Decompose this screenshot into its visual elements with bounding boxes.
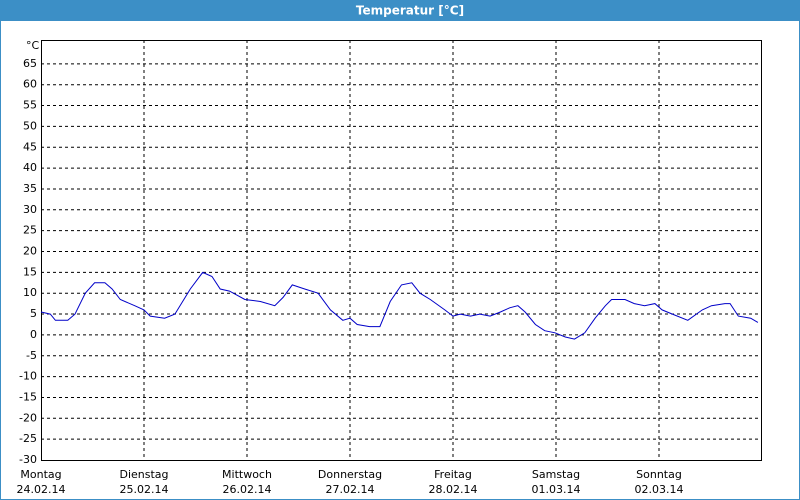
chart-title: Temperatur [°C] xyxy=(356,4,464,18)
x-tick-date: 27.02.14 xyxy=(326,483,375,496)
title-bar xyxy=(0,0,800,21)
x-tick-label: Dienstag xyxy=(119,468,168,481)
x-tick-date: 25.02.14 xyxy=(120,483,169,496)
y-tick-label: 20 xyxy=(23,245,37,258)
temperature-line xyxy=(40,271,759,340)
x-tick-label: Mittwoch xyxy=(222,468,272,481)
x-tick-date: 01.03.14 xyxy=(532,483,581,496)
y-tick-label: 10 xyxy=(23,286,37,299)
y-tick-label: -15 xyxy=(19,390,37,403)
x-tick-label: Montag xyxy=(20,468,61,481)
x-tick-date: 28.02.14 xyxy=(429,483,478,496)
y-tick-label: 35 xyxy=(23,182,37,195)
y-tick-label: 0 xyxy=(30,328,37,341)
plot-frame xyxy=(41,40,762,461)
y-tick-label: -20 xyxy=(19,411,37,424)
x-tick-date: 26.02.14 xyxy=(223,483,272,496)
y-tick-label: 25 xyxy=(23,224,37,237)
y-unit-label: °C xyxy=(26,39,40,52)
y-tick-label: 40 xyxy=(23,161,37,174)
y-tick-label: 15 xyxy=(23,265,37,278)
y-tick-label: 60 xyxy=(23,78,37,91)
x-tick-label: Samstag xyxy=(532,468,580,481)
y-tick-label: 30 xyxy=(23,203,37,216)
y-tick-label: 50 xyxy=(23,119,37,132)
x-tick-date: 24.02.14 xyxy=(17,483,66,496)
y-tick-label: -5 xyxy=(26,349,37,362)
x-tick-date: 02.03.14 xyxy=(635,483,684,496)
y-tick-label: -25 xyxy=(19,432,37,445)
x-tick-label: Donnerstag xyxy=(318,468,382,481)
y-tick-label: -10 xyxy=(19,370,37,383)
x-tick-label: Sonntag xyxy=(636,468,682,481)
y-tick-label: 45 xyxy=(23,140,37,153)
x-tick-label: Freitag xyxy=(434,468,472,481)
y-tick-label: 65 xyxy=(23,57,37,70)
y-tick-label: -30 xyxy=(19,453,37,466)
y-tick-label: 55 xyxy=(23,99,37,112)
y-tick-label: 5 xyxy=(30,307,37,320)
